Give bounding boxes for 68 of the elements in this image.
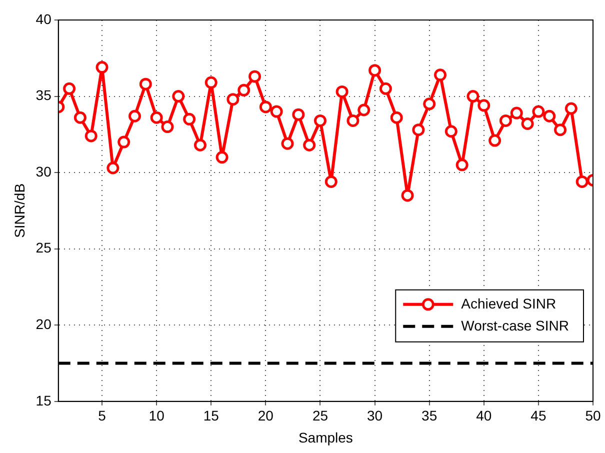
y-tick-label: 20 [36, 316, 52, 332]
point [74, 111, 86, 124]
point [226, 93, 240, 106]
point [488, 134, 502, 147]
y-tick-label: 30 [36, 163, 52, 180]
x-tick-label: 50 [585, 408, 601, 424]
point [194, 138, 206, 152]
point [434, 68, 446, 82]
point [281, 137, 294, 150]
point [368, 64, 382, 77]
point [270, 105, 283, 118]
point [118, 136, 130, 148]
point [161, 120, 174, 134]
y-tick-label: 15 [36, 392, 52, 408]
point [314, 114, 326, 127]
point [172, 90, 185, 103]
point [128, 110, 141, 122]
point [324, 175, 338, 188]
point [96, 61, 108, 74]
point [238, 84, 250, 96]
y-tick-label: 35 [36, 87, 52, 104]
point [543, 110, 556, 122]
point [456, 158, 468, 172]
point [478, 99, 490, 112]
point [576, 175, 588, 188]
point [106, 162, 120, 174]
point [248, 70, 262, 83]
y-axis-title: SINR/dB [11, 183, 28, 238]
y-tick-label: 40 [36, 10, 52, 27]
point [259, 100, 272, 114]
legend-label: Achieved SINR [461, 295, 556, 312]
point [63, 82, 76, 95]
point [336, 85, 348, 98]
point [412, 124, 425, 136]
point [444, 125, 458, 138]
point [423, 98, 436, 110]
point [358, 104, 370, 116]
point [292, 108, 305, 121]
y-tick-label: 25 [36, 240, 52, 256]
x-tick-label: 20 [258, 408, 274, 424]
point [150, 111, 163, 124]
point [390, 111, 403, 124]
x-tick-label: 25 [312, 408, 328, 424]
legend-label: Worst-case SINR [461, 317, 570, 334]
point [554, 124, 567, 136]
x-tick-label: 45 [530, 408, 546, 424]
point [564, 102, 578, 115]
point [521, 117, 534, 130]
x-tick-label: 15 [203, 408, 220, 424]
point [401, 189, 414, 202]
point [84, 130, 98, 142]
x-tick-label: 40 [476, 408, 492, 424]
point [183, 112, 196, 126]
point [379, 82, 392, 95]
point [204, 76, 218, 89]
point [139, 78, 152, 90]
x-tick-label: 5 [98, 408, 106, 424]
point [303, 138, 316, 152]
x-tick-label: 35 [422, 408, 438, 424]
x-tick-label: 30 [366, 408, 383, 424]
point [346, 114, 360, 127]
point [499, 114, 512, 127]
point [510, 106, 523, 120]
point [216, 151, 228, 164]
x-tick-label: 10 [148, 408, 165, 424]
point [466, 90, 480, 103]
point [532, 105, 545, 118]
x-axis-title: Samples [298, 429, 353, 446]
